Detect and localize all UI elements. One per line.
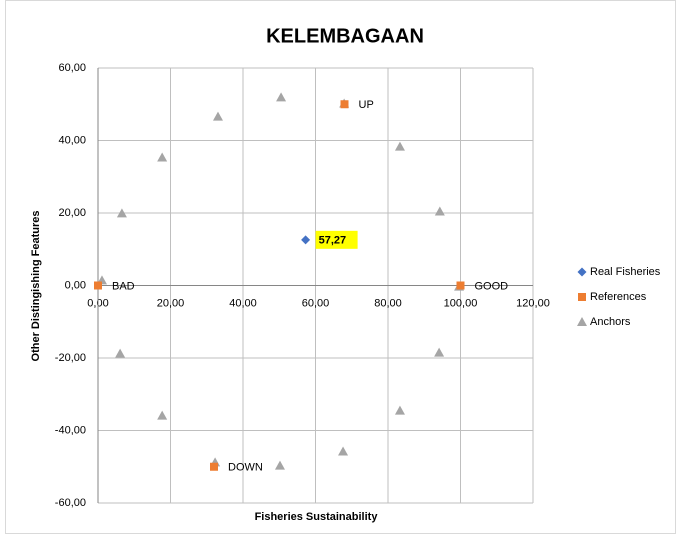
point <box>338 446 349 456</box>
data-label-bg <box>315 230 358 249</box>
point <box>115 348 126 358</box>
x-tick-label: 100,00 <box>444 297 478 309</box>
point <box>157 410 168 420</box>
point-label: BAD <box>112 280 135 292</box>
point <box>301 235 311 245</box>
point <box>276 92 287 102</box>
legend-key <box>578 293 586 301</box>
chart-frame <box>5 0 676 534</box>
point <box>340 100 349 109</box>
point <box>456 281 465 290</box>
point-label: UP <box>359 99 374 111</box>
point <box>394 405 405 415</box>
y-tick-label: -60,00 <box>55 497 86 509</box>
point <box>394 141 405 151</box>
y-axis-title: Other Distingishing Features <box>30 211 42 362</box>
point <box>116 208 127 218</box>
legend-label: Anchors <box>590 316 631 328</box>
y-tick-label: 60,00 <box>58 62 86 74</box>
point-label: GOOD <box>475 280 509 292</box>
x-tick-label: 20,00 <box>157 297 185 309</box>
point <box>434 206 445 216</box>
legend-key <box>577 317 587 326</box>
y-tick-label: -40,00 <box>55 424 86 436</box>
x-tick-label: 40,00 <box>229 297 257 309</box>
data-label: 57,27 <box>319 235 347 247</box>
chart-title: KELEMBAGAAN <box>266 25 424 47</box>
point <box>274 460 285 470</box>
point <box>157 152 168 162</box>
x-tick-label: 60,00 <box>302 297 330 309</box>
point <box>434 347 445 357</box>
point <box>212 111 223 121</box>
y-tick-label: 20,00 <box>58 207 86 219</box>
x-tick-label: 120,00 <box>516 297 550 309</box>
y-tick-label: 0,00 <box>65 279 86 291</box>
x-axis-title: Fisheries Sustainability <box>255 511 379 523</box>
legend-label: Real Fisheries <box>590 266 661 278</box>
legend-label: References <box>590 291 647 303</box>
point <box>210 462 218 471</box>
y-tick-label: -20,00 <box>55 352 86 364</box>
legend-key <box>577 267 587 277</box>
point <box>94 281 102 290</box>
y-tick-label: 40,00 <box>58 134 86 146</box>
x-tick-label: 80,00 <box>374 297 402 309</box>
point-label: DOWN <box>228 462 263 474</box>
